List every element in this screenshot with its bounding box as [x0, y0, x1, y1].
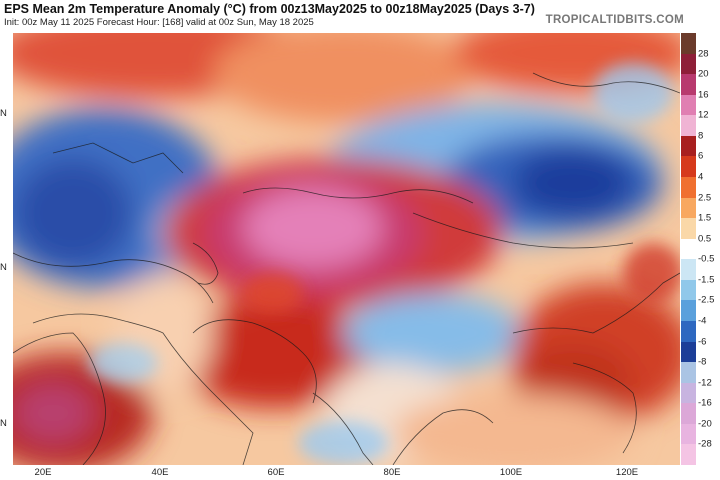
colorbar-swatch: [681, 279, 696, 301]
lon-label: 60E: [267, 467, 285, 478]
colorbar-tick-label: -28: [698, 438, 712, 450]
colorbar-swatch: [681, 74, 696, 96]
map-title: EPS Mean 2m Temperature Anomaly (°C) fro…: [4, 2, 535, 16]
colorbar-swatch: [681, 403, 696, 425]
colorbar-tick-label: 2.5: [698, 192, 712, 204]
colorbar-tick-label: 20: [698, 68, 709, 80]
colorbar-swatch: [681, 238, 696, 260]
colorbar-swatch: [681, 382, 696, 404]
colorbar-swatch: [681, 259, 696, 281]
colorbar-swatch: [681, 135, 696, 157]
colorbar-tick-label: 8: [698, 130, 704, 142]
colorbar-swatch: [681, 300, 696, 322]
anomaly-field: [13, 33, 680, 465]
colorbar-swatch: [681, 423, 696, 445]
lat-label: N: [0, 418, 7, 429]
lat-label: N: [0, 262, 7, 273]
colorbar-tick-label: 12: [698, 109, 709, 121]
lon-label: 100E: [499, 467, 523, 478]
lon-label: 40E: [151, 467, 169, 478]
colorbar-tick-label: 1.5: [698, 212, 712, 224]
colorbar-swatch: [681, 115, 696, 137]
lat-label: N: [0, 108, 7, 119]
colorbar-tick-label: -6: [698, 336, 707, 348]
colorbar-tick-label: -12: [698, 377, 712, 389]
colorbar-tick-label: 6: [698, 150, 704, 162]
colorbar-swatch: [681, 321, 696, 343]
colorbar: [681, 33, 696, 466]
colorbar-swatch: [681, 362, 696, 384]
colorbar-swatch: [681, 341, 696, 363]
lon-label: 20E: [34, 467, 52, 478]
colorbar-tick-label: -16: [698, 397, 712, 409]
colorbar-swatch: [681, 156, 696, 178]
map-subtitle: Init: 00z May 11 2025 Forecast Hour: [16…: [4, 17, 314, 28]
colorbar-tick-label: -20: [698, 418, 712, 430]
colorbar-tick-label: 28: [698, 48, 709, 60]
colorbar-swatch: [681, 53, 696, 75]
temperature-anomaly-map: [13, 33, 680, 465]
colorbar-tick-label: -8: [698, 356, 707, 368]
colorbar-tick-label: -4: [698, 315, 707, 327]
lon-label: 120E: [615, 467, 639, 478]
colorbar-tick-label: 4: [698, 171, 704, 183]
colorbar-swatch: [681, 218, 696, 240]
colorbar-swatch: [681, 94, 696, 116]
lon-label: 80E: [383, 467, 401, 478]
colorbar-tick-label: 16: [698, 89, 709, 101]
colorbar-swatch: [681, 177, 696, 199]
colorbar-swatch: [681, 197, 696, 219]
chart-header: EPS Mean 2m Temperature Anomaly (°C) fro…: [0, 0, 720, 32]
colorbar-tick-label: -2.5: [698, 294, 715, 306]
colorbar-swatch: [681, 444, 696, 466]
colorbar-swatch: [681, 33, 696, 55]
brand-watermark: TROPICALTIDBITS.COM: [545, 14, 684, 26]
colorbar-tick-label: -0.5: [698, 253, 715, 265]
colorbar-tick-label: 0.5: [698, 233, 712, 245]
colorbar-tick-label: -1.5: [698, 274, 715, 286]
